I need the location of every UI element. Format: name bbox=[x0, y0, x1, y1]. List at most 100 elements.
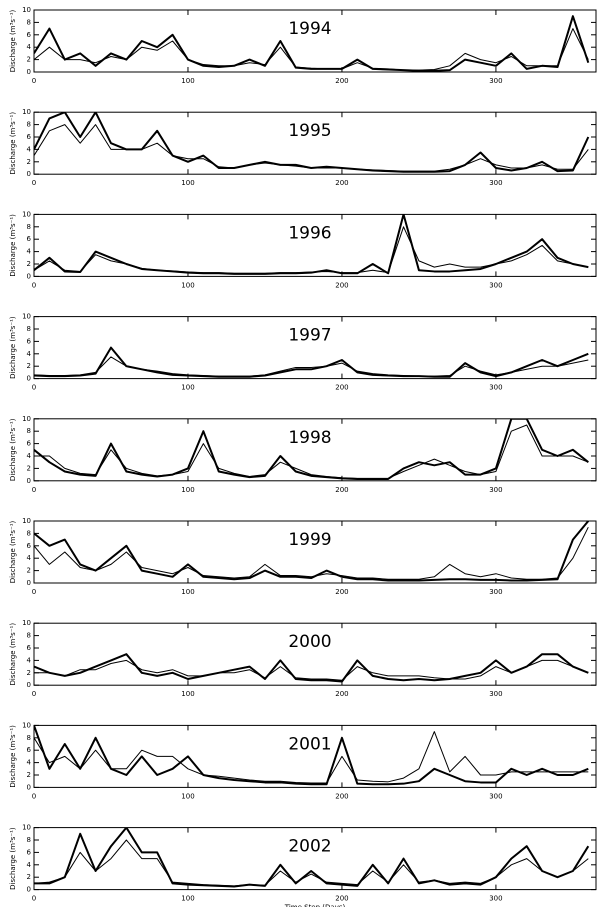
y-tick-label: 6 bbox=[27, 848, 32, 856]
y-tick-label: 6 bbox=[27, 337, 32, 345]
x-tick-label: 0 bbox=[32, 588, 36, 596]
y-tick-label: 6 bbox=[27, 542, 32, 550]
x-tick-label: 0 bbox=[32, 179, 36, 187]
y-tick-label: 6 bbox=[27, 746, 32, 754]
x-tick-label: 100 bbox=[181, 690, 194, 698]
x-tick-label: 200 bbox=[335, 486, 348, 494]
x-tick-label: 100 bbox=[181, 281, 194, 289]
discharge-line bbox=[34, 226, 589, 274]
discharge-line bbox=[34, 418, 589, 480]
y-axis-label: Discharge (m³s⁻¹) bbox=[9, 316, 17, 379]
plot-frame bbox=[33, 520, 597, 584]
plot-frame bbox=[33, 622, 597, 686]
x-tick-label: 300 bbox=[489, 895, 502, 903]
y-tick-label: 2 bbox=[27, 567, 31, 575]
y-axis-label: Discharge (m³s⁻¹) bbox=[9, 520, 17, 583]
x-tick-label: 200 bbox=[335, 792, 348, 800]
y-tick-label: 8 bbox=[27, 836, 31, 844]
y-tick-label: 0 bbox=[27, 477, 31, 485]
discharge-line bbox=[34, 424, 589, 479]
y-tick-label: 0 bbox=[27, 783, 31, 791]
y-tick-label: 8 bbox=[27, 529, 31, 537]
x-tick-label: 100 bbox=[181, 792, 194, 800]
x-tick-label: 0 bbox=[32, 792, 36, 800]
discharge-line bbox=[34, 653, 589, 683]
panel-title: 2001 bbox=[288, 734, 331, 754]
y-tick-label: 0 bbox=[27, 681, 31, 689]
y-tick-label: 0 bbox=[27, 579, 31, 587]
y-tick-label: 6 bbox=[27, 235, 32, 243]
x-tick-label: 100 bbox=[181, 384, 194, 392]
y-tick-label: 6 bbox=[27, 440, 32, 448]
y-tick-label: 2 bbox=[27, 56, 31, 64]
y-axis-label: Discharge (m³s⁻¹) bbox=[9, 623, 17, 686]
panel-title: 2000 bbox=[288, 632, 331, 652]
y-tick-label: 6 bbox=[27, 133, 32, 141]
discharge-line bbox=[34, 346, 589, 378]
discharge-line bbox=[34, 839, 589, 887]
y-tick-label: 4 bbox=[27, 656, 32, 664]
panel-title: 1999 bbox=[288, 530, 331, 550]
discharge-line bbox=[34, 526, 589, 580]
y-tick-label: 2 bbox=[27, 362, 31, 370]
y-tick-label: 4 bbox=[27, 248, 32, 256]
y-tick-label: 10 bbox=[22, 210, 31, 218]
y-tick-label: 8 bbox=[27, 632, 31, 640]
y-tick-label: 4 bbox=[27, 350, 32, 358]
x-axis-label: Time Step (Days) bbox=[284, 904, 346, 907]
y-tick-label: 2 bbox=[27, 158, 31, 166]
x-tick-label: 100 bbox=[181, 588, 194, 596]
y-tick-label: 10 bbox=[22, 108, 31, 116]
discharge-line bbox=[34, 356, 589, 377]
y-tick-label: 0 bbox=[27, 375, 31, 383]
x-tick-label: 0 bbox=[32, 281, 36, 289]
y-tick-label: 8 bbox=[27, 18, 31, 26]
x-tick-label: 300 bbox=[489, 384, 502, 392]
x-tick-label: 0 bbox=[32, 486, 36, 494]
y-tick-label: 0 bbox=[27, 170, 31, 178]
x-tick-label: 0 bbox=[32, 77, 36, 85]
y-axis-label: Discharge (m³s⁻¹) bbox=[9, 827, 17, 890]
y-axis-label: Discharge (m³s⁻¹) bbox=[9, 725, 17, 788]
panel-title: 1994 bbox=[288, 19, 331, 39]
y-tick-label: 4 bbox=[27, 43, 32, 51]
y-tick-label: 2 bbox=[27, 771, 31, 779]
y-tick-label: 2 bbox=[27, 260, 31, 268]
panel-title: 2002 bbox=[288, 837, 331, 857]
y-tick-label: 4 bbox=[27, 759, 32, 767]
y-tick-label: 4 bbox=[27, 554, 32, 562]
x-tick-label: 300 bbox=[489, 486, 502, 494]
discharge-line bbox=[34, 725, 589, 786]
y-tick-label: 2 bbox=[27, 464, 31, 472]
x-tick-label: 100 bbox=[181, 895, 194, 903]
y-tick-label: 2 bbox=[27, 669, 31, 677]
x-tick-label: 300 bbox=[489, 792, 502, 800]
x-tick-label: 100 bbox=[181, 179, 194, 187]
y-tick-label: 4 bbox=[27, 861, 32, 869]
x-tick-label: 200 bbox=[335, 179, 348, 187]
discharge-line bbox=[34, 124, 589, 172]
discharge-line bbox=[34, 28, 589, 71]
x-tick-label: 100 bbox=[181, 486, 194, 494]
y-tick-label: 0 bbox=[27, 886, 31, 894]
x-tick-label: 300 bbox=[489, 690, 502, 698]
y-tick-label: 8 bbox=[27, 121, 31, 129]
panel-title: 1998 bbox=[288, 428, 331, 448]
plot-frame bbox=[33, 213, 597, 277]
y-tick-label: 10 bbox=[22, 517, 31, 525]
x-tick-label: 300 bbox=[489, 179, 502, 187]
panel-title: 1995 bbox=[288, 121, 331, 141]
y-tick-label: 2 bbox=[27, 873, 31, 881]
x-tick-label: 200 bbox=[335, 588, 348, 596]
x-tick-label: 200 bbox=[335, 281, 348, 289]
y-tick-label: 0 bbox=[27, 272, 31, 280]
y-axis-label: Discharge (m³s⁻¹) bbox=[9, 418, 17, 481]
y-tick-label: 8 bbox=[27, 427, 31, 435]
y-axis-label: Discharge (m³s⁻¹) bbox=[9, 214, 17, 277]
